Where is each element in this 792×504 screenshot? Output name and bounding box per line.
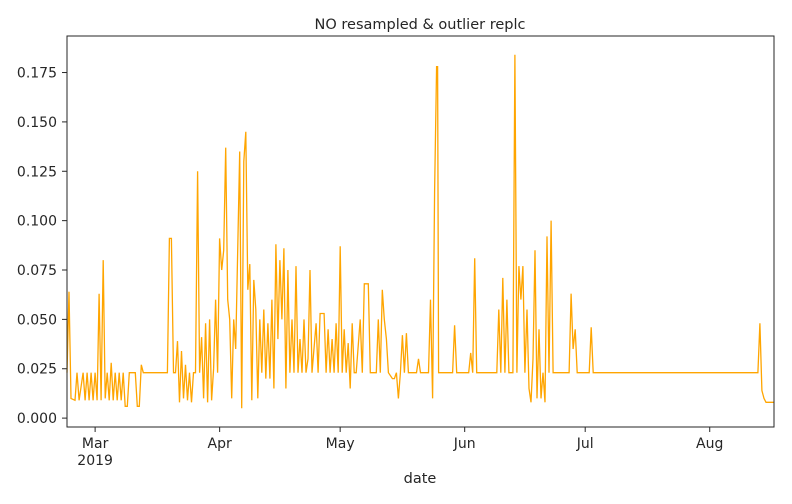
plot-area-frame — [66, 35, 775, 428]
y-tick-label: 0.050 — [17, 312, 57, 328]
y-axis-ticks: 0.000 0.025 0.050 0.075 0.100 0.125 0.150 0.175 — [17, 66, 67, 427]
no-series-line — [66, 54, 774, 409]
x-tick-label: Mar — [82, 436, 109, 452]
x-tick-label: May — [326, 436, 355, 452]
x-tick-label: Aug — [696, 436, 723, 452]
x-tick-sublabel: 2019 — [77, 453, 113, 469]
y-tick-label: 0.125 — [17, 164, 57, 180]
y-tick-label: 0.025 — [17, 362, 57, 378]
y-tick-label: 0.100 — [17, 214, 57, 230]
x-tick-label: Jun — [453, 436, 476, 452]
x-tick-label: Jul — [576, 436, 594, 452]
x-axis-label: date — [404, 471, 437, 487]
y-tick-label: 0.000 — [17, 411, 57, 427]
x-tick-label: Apr — [208, 436, 232, 452]
y-tick-label: 0.175 — [17, 66, 57, 82]
y-tick-label: 0.075 — [17, 263, 57, 279]
chart-title: NO resampled & outlier replc — [315, 17, 526, 33]
y-tick-label: 0.150 — [17, 115, 57, 131]
